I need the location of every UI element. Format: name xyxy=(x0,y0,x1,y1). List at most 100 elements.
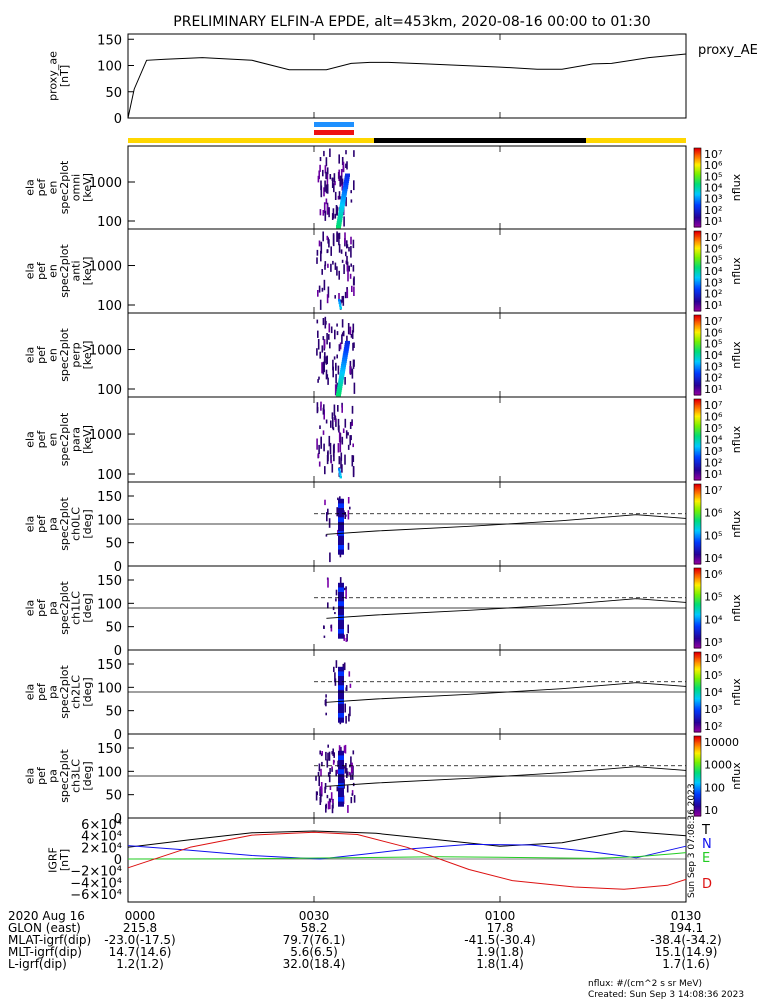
colorbar-cell xyxy=(694,256,701,259)
pitch-angle-cell xyxy=(347,510,350,520)
spectrogram-cell xyxy=(335,418,337,427)
pitch-angle-cell xyxy=(346,768,348,778)
colorbar-cell xyxy=(694,224,701,227)
colorbar-cell xyxy=(694,450,701,453)
colorbar-cell xyxy=(694,205,701,208)
pitch-angle-cell xyxy=(326,759,329,768)
pitch-angle-cell xyxy=(343,634,345,641)
spectrogram-cell xyxy=(336,390,342,395)
colorbar-cell xyxy=(694,430,701,432)
colorbar-tick-label: 10³ xyxy=(704,636,722,649)
spectrogram-cell xyxy=(346,161,348,170)
pitch-angle-cell xyxy=(326,512,328,522)
colorbar-cell xyxy=(694,506,701,509)
pitch-angle-cell xyxy=(338,703,344,709)
colorbar-cell xyxy=(694,415,701,418)
colorbar-cell xyxy=(694,809,701,812)
colorbar-cell xyxy=(694,240,701,243)
colorbar-cell xyxy=(694,748,701,750)
pitch-angle-cell xyxy=(319,788,321,797)
colorbar-frame xyxy=(693,314,702,396)
colorbar-cell xyxy=(694,191,701,194)
panel-proxy_ae: proxy_ae[nT] 0 50 100 150 proxy_AE xyxy=(46,33,758,127)
spectrogram-cell xyxy=(342,357,348,361)
spectrogram-cell xyxy=(352,323,355,333)
spectrogram-cell xyxy=(316,348,318,356)
colorbar-cell xyxy=(694,195,701,198)
pitch-angle-cell xyxy=(348,713,350,722)
spectrogram-cell xyxy=(331,177,334,188)
colorbar-cell xyxy=(694,466,701,469)
x-ticks xyxy=(127,818,687,902)
x-ticks xyxy=(127,650,687,734)
pitch-angle-cell xyxy=(349,506,351,510)
colorbar-cell xyxy=(694,613,701,616)
colorbar-cell xyxy=(694,424,701,427)
colorbar-cell xyxy=(694,582,701,585)
spectrogram-cell xyxy=(343,347,349,351)
colorbar-cell xyxy=(694,568,701,570)
colorbar-cell xyxy=(694,474,701,477)
spectrogram-cell xyxy=(338,301,341,305)
spectrogram-cell xyxy=(338,293,340,300)
spectrogram-cell xyxy=(340,452,343,461)
colorbar-cell xyxy=(694,552,701,554)
spectrogram-cell xyxy=(344,343,350,347)
colorbar-cell xyxy=(694,774,701,777)
footer-value: 14.7(14.6) xyxy=(109,945,172,959)
colorbar-cell xyxy=(694,328,701,331)
colorbar-cell xyxy=(694,405,701,408)
spectrogram-cell xyxy=(328,435,331,447)
colorbar-cell xyxy=(694,308,701,311)
colorbar-cell xyxy=(694,812,701,814)
pitch-angle-cell xyxy=(338,512,344,518)
colorbar-cell xyxy=(694,199,701,202)
ylabel-line: ela xyxy=(23,684,36,701)
spectrogram-cell xyxy=(341,436,344,445)
colorbar-cell xyxy=(694,510,701,513)
spectrogram-cell xyxy=(327,450,329,462)
spectrogram-cell xyxy=(346,264,349,272)
colorbar-cell xyxy=(694,529,701,532)
pitch-angle-cell xyxy=(336,786,339,792)
pitch-angle-cell xyxy=(338,773,344,779)
spectrogram-cell xyxy=(323,361,325,373)
colorbar-cell xyxy=(694,693,701,696)
pitch-angle-cell xyxy=(343,745,346,753)
colorbar-cell xyxy=(694,444,701,447)
colorbar-cell xyxy=(694,217,701,220)
spectrogram-cell xyxy=(340,200,346,204)
colorbar-cell xyxy=(694,265,701,268)
colorbar-cell xyxy=(694,457,701,459)
spectrogram-cell xyxy=(340,365,346,370)
ylabel-line: [keV] xyxy=(81,341,94,370)
footer-value: 1.2(1.2) xyxy=(116,957,164,971)
colorbar-cell xyxy=(694,319,701,321)
pitch-angle-cell xyxy=(351,793,354,796)
pitch-angle-cell xyxy=(338,760,344,766)
loss-cone-line xyxy=(326,766,687,787)
colorbar-cell xyxy=(694,432,701,435)
spectrogram-cell xyxy=(352,342,354,351)
spectrogram-cell xyxy=(326,173,329,185)
y-tick-label: 100 xyxy=(97,468,122,483)
spectrogram-cell xyxy=(336,331,339,336)
colorbar-cell xyxy=(694,284,701,287)
colorbar-cell xyxy=(694,630,701,633)
colorbar-cell xyxy=(694,419,701,422)
igrf-legend-N: N xyxy=(702,837,712,852)
pitch-angle-cell xyxy=(349,683,352,688)
colorbar-cell xyxy=(694,770,701,773)
colorbar-cell xyxy=(694,151,701,154)
pitch-angle-cells xyxy=(315,744,356,814)
colorbar-cell xyxy=(694,462,701,465)
colorbar-cell xyxy=(694,478,701,481)
footer-value: 79.7(76.1) xyxy=(283,933,346,947)
spectrogram-cell xyxy=(344,377,346,385)
y-tick-label: 100 xyxy=(97,681,122,696)
colorbar-cell xyxy=(694,436,701,439)
colorbar-cell xyxy=(694,705,701,708)
ylabel-line: para xyxy=(69,427,82,452)
colorbar-cell xyxy=(694,285,701,288)
pitch-angle-cell xyxy=(331,751,333,755)
